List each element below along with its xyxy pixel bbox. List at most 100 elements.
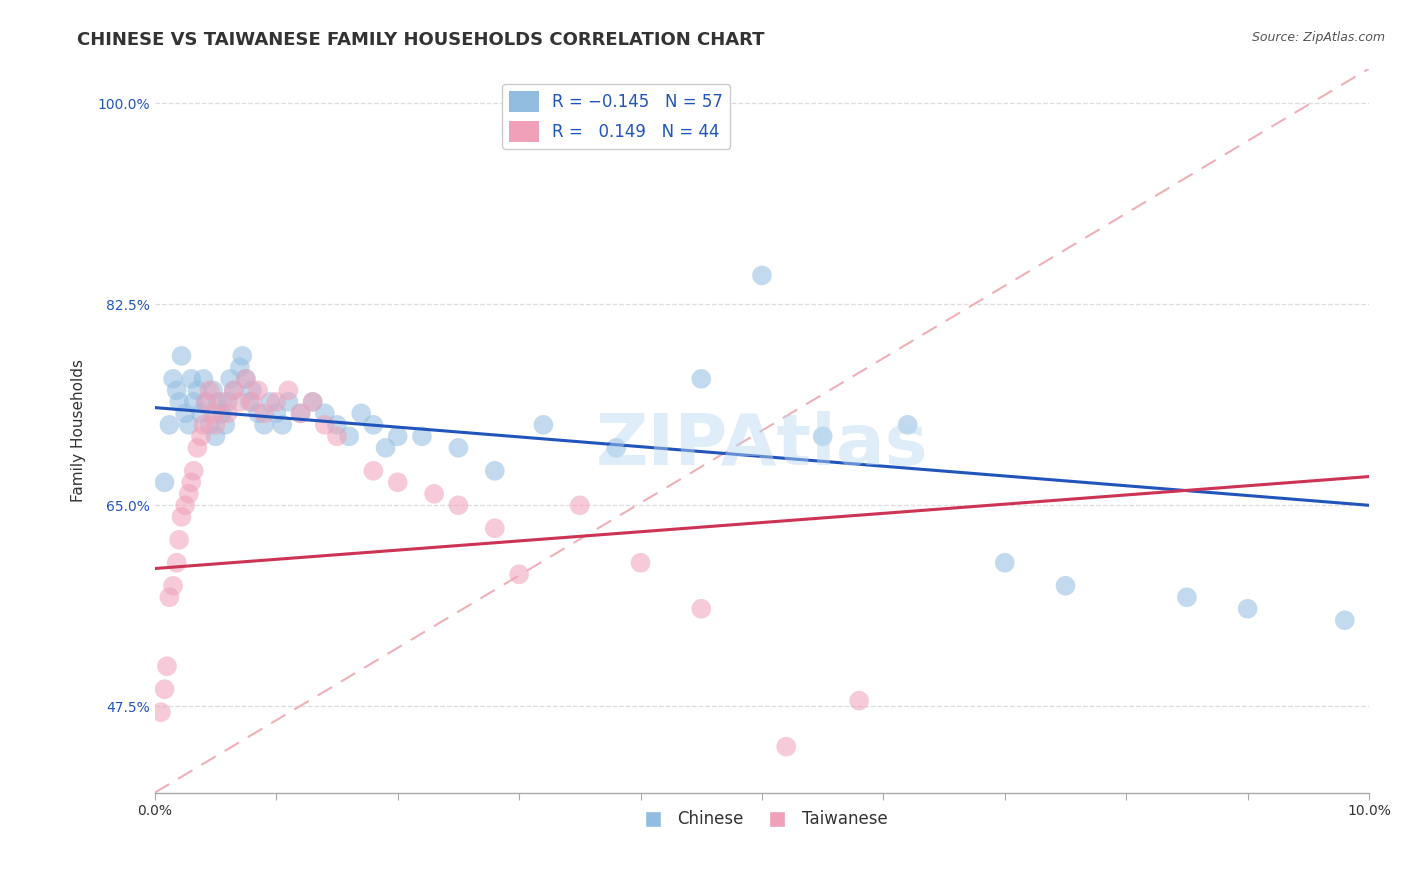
- Point: [301, 395, 323, 409]
- Point: [259, 395, 281, 409]
- Point: [484, 521, 506, 535]
- Point: [271, 417, 294, 432]
- Point: [183, 395, 205, 409]
- Point: [363, 417, 385, 432]
- Point: [1175, 591, 1198, 605]
- Point: [167, 533, 190, 547]
- Point: [186, 384, 208, 398]
- Point: [484, 464, 506, 478]
- Point: [848, 694, 870, 708]
- Point: [177, 417, 200, 432]
- Point: [193, 417, 215, 432]
- Point: [180, 372, 202, 386]
- Point: [1236, 601, 1258, 615]
- Point: [162, 372, 184, 386]
- Point: [897, 417, 920, 432]
- Point: [301, 395, 323, 409]
- Point: [751, 268, 773, 283]
- Point: [211, 395, 233, 409]
- Point: [157, 417, 180, 432]
- Point: [277, 384, 299, 398]
- Point: [167, 395, 190, 409]
- Point: [314, 406, 336, 420]
- Point: [240, 384, 263, 398]
- Point: [162, 579, 184, 593]
- Point: [153, 682, 176, 697]
- Point: [387, 475, 409, 490]
- Point: [1333, 613, 1355, 627]
- Point: [170, 509, 193, 524]
- Point: [180, 475, 202, 490]
- Point: [202, 384, 225, 398]
- Text: CHINESE VS TAIWANESE FAMILY HOUSEHOLDS CORRELATION CHART: CHINESE VS TAIWANESE FAMILY HOUSEHOLDS C…: [77, 31, 765, 49]
- Point: [170, 349, 193, 363]
- Point: [994, 556, 1017, 570]
- Point: [219, 372, 242, 386]
- Point: [157, 591, 180, 605]
- Point: [531, 417, 554, 432]
- Point: [183, 464, 205, 478]
- Point: [217, 395, 239, 409]
- Point: [204, 429, 226, 443]
- Point: [264, 395, 287, 409]
- Point: [186, 441, 208, 455]
- Text: Source: ZipAtlas.com: Source: ZipAtlas.com: [1251, 31, 1385, 45]
- Point: [337, 429, 360, 443]
- Text: ZIPAtlas: ZIPAtlas: [596, 410, 928, 480]
- Point: [174, 498, 197, 512]
- Point: [775, 739, 797, 754]
- Point: [198, 417, 221, 432]
- Point: [156, 659, 179, 673]
- Point: [247, 384, 270, 398]
- Point: [190, 429, 212, 443]
- Point: [153, 475, 176, 490]
- Point: [194, 395, 217, 409]
- Point: [190, 406, 212, 420]
- Point: [204, 417, 226, 432]
- Point: [811, 429, 834, 443]
- Point: [229, 395, 252, 409]
- Point: [166, 556, 188, 570]
- Point: [231, 349, 253, 363]
- Point: [177, 487, 200, 501]
- Point: [214, 417, 236, 432]
- Point: [174, 406, 197, 420]
- Point: [222, 384, 245, 398]
- Point: [253, 417, 276, 432]
- Y-axis label: Family Households: Family Households: [72, 359, 86, 502]
- Point: [374, 441, 396, 455]
- Point: [568, 498, 591, 512]
- Point: [690, 601, 713, 615]
- Point: [290, 406, 312, 420]
- Point: [235, 372, 257, 386]
- Point: [207, 395, 229, 409]
- Point: [290, 406, 312, 420]
- Point: [411, 429, 433, 443]
- Point: [508, 567, 530, 582]
- Point: [326, 417, 349, 432]
- Point: [235, 372, 257, 386]
- Point: [149, 705, 172, 719]
- Point: [222, 384, 245, 398]
- Point: [202, 406, 225, 420]
- Point: [264, 406, 287, 420]
- Point: [350, 406, 373, 420]
- Point: [240, 395, 263, 409]
- Legend: Chinese, Taiwanese: Chinese, Taiwanese: [630, 804, 894, 835]
- Point: [238, 395, 260, 409]
- Point: [690, 372, 713, 386]
- Point: [447, 441, 470, 455]
- Point: [326, 429, 349, 443]
- Point: [314, 417, 336, 432]
- Point: [247, 406, 270, 420]
- Point: [277, 395, 299, 409]
- Point: [363, 464, 385, 478]
- Point: [229, 360, 252, 375]
- Point: [447, 498, 470, 512]
- Point: [198, 384, 221, 398]
- Point: [194, 395, 217, 409]
- Point: [1054, 579, 1077, 593]
- Point: [630, 556, 652, 570]
- Point: [605, 441, 627, 455]
- Point: [423, 487, 446, 501]
